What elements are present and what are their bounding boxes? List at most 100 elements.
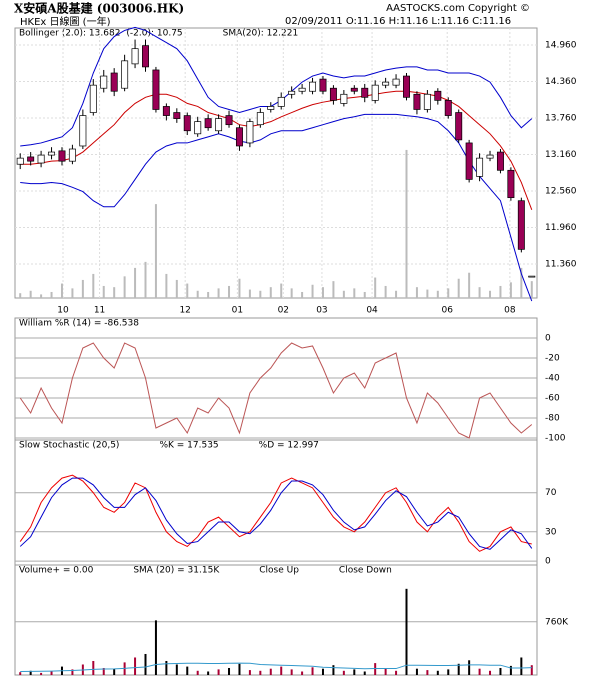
x-tick-label: 06: [441, 306, 453, 316]
line: [19, 477, 533, 550]
volume-bar: [269, 668, 272, 675]
volume-overlay-bar: [280, 283, 283, 298]
volume-bar: [478, 668, 481, 675]
volume-bar: [290, 669, 293, 675]
candle-body: [100, 75, 108, 89]
volume-bar: [499, 667, 502, 675]
candle-body: [455, 112, 463, 141]
volume-bar: [102, 667, 105, 675]
y-tick-label: 30: [545, 527, 557, 537]
x-tick-label: 04: [366, 306, 378, 316]
volume-bar: [19, 672, 22, 675]
candle-body: [434, 90, 442, 101]
candle-body: [298, 87, 306, 92]
volume-overlay-bar: [71, 288, 74, 298]
volume-bar: [238, 663, 241, 675]
legend-entry: %K = 17.535: [159, 441, 218, 451]
volume-bar: [259, 670, 262, 675]
volume-overlay-bar: [311, 284, 314, 298]
volume-overlay-bar: [405, 149, 408, 298]
candle-body: [329, 87, 337, 101]
x-tick-label: 11: [94, 306, 105, 316]
volume-overlay-bar: [436, 290, 439, 298]
volume-bar: [405, 588, 408, 675]
candle-body: [309, 81, 317, 92]
y-tick-label: -20: [545, 354, 560, 364]
candle-body: [496, 151, 504, 171]
y-tick-label: -100: [545, 434, 566, 444]
volume-overlay-bar: [238, 278, 241, 298]
x-tick-label: 03: [316, 306, 327, 316]
candle-body: [16, 157, 24, 165]
volume-bar: [196, 670, 199, 675]
volume-bar: [29, 670, 32, 675]
volume-bar: [40, 672, 43, 675]
volume-overlay-bar: [321, 287, 324, 298]
x-tick-label: 01: [232, 306, 243, 316]
volume-overlay-bar: [509, 282, 512, 298]
volume-bar: [144, 653, 147, 675]
line: [20, 90, 533, 211]
volume-overlay-bar: [342, 290, 345, 298]
candle-body: [465, 142, 473, 180]
volume-overlay-bar: [144, 261, 147, 298]
candle-body: [37, 154, 45, 164]
volume-overlay-bar: [81, 279, 84, 298]
legend-entry: SMA (20) = 31.15K: [133, 566, 220, 576]
x-tick-label: 10: [57, 306, 69, 316]
volume-bar: [447, 669, 450, 675]
line: [20, 662, 532, 672]
y-tick-label: 12.560: [545, 186, 577, 196]
candle-body: [288, 90, 296, 95]
candle-body: [162, 106, 170, 116]
volume-overlay-bar: [102, 285, 105, 298]
volume-bar: [134, 657, 137, 675]
y-tick-label: 0: [545, 334, 551, 344]
volume-bar: [280, 666, 283, 675]
volume-bar: [248, 670, 251, 675]
volume-overlay-bar: [530, 281, 533, 298]
volume-bar: [332, 665, 335, 675]
candle-body: [403, 75, 410, 98]
candle-body: [204, 118, 212, 129]
volume-overlay-bar: [415, 287, 418, 298]
candle-body: [68, 148, 76, 162]
volume-bar: [165, 660, 168, 675]
legend-entry: SMA(20): 12.221: [223, 29, 299, 39]
volume-bar: [217, 669, 220, 675]
volume-bar: [415, 668, 418, 675]
legend-entry: Bollinger (2.0): 13.682: [19, 29, 120, 39]
volume-bar: [436, 670, 439, 675]
volume-overlay-bar: [196, 290, 199, 298]
candle-body: [517, 200, 525, 250]
candle-body: [89, 84, 97, 113]
volume-overlay-bar: [19, 293, 22, 298]
volume-overlay-bar: [374, 277, 377, 298]
volume-bar: [175, 664, 178, 675]
volume-overlay-bar: [426, 289, 429, 298]
volume-overlay-bar: [113, 287, 116, 298]
candle-body: [79, 115, 87, 147]
volume-overlay-bar: [207, 291, 210, 298]
candle-body: [423, 93, 431, 110]
volume-bar: [363, 671, 366, 675]
panel: [14, 564, 538, 676]
line: [19, 474, 532, 552]
candle-body: [277, 96, 285, 107]
legend-entry: Slow Stochastic (20,5): [19, 441, 119, 451]
candle-body: [110, 72, 118, 92]
volume-bar: [50, 671, 53, 675]
volume-overlay-bar: [457, 278, 460, 298]
volume-overlay-bar: [186, 283, 189, 298]
panel: [14, 27, 538, 299]
y-tick-label: -80: [545, 414, 560, 424]
volume-bar: [71, 669, 74, 675]
candle-body: [183, 115, 191, 132]
candle-body: [340, 93, 348, 104]
volume-bar: [228, 667, 231, 675]
volume-overlay-bar: [92, 273, 95, 298]
volume-overlay-bar: [228, 285, 231, 298]
volume-overlay-bar: [384, 285, 387, 298]
x-tick-label: 12: [179, 306, 190, 316]
